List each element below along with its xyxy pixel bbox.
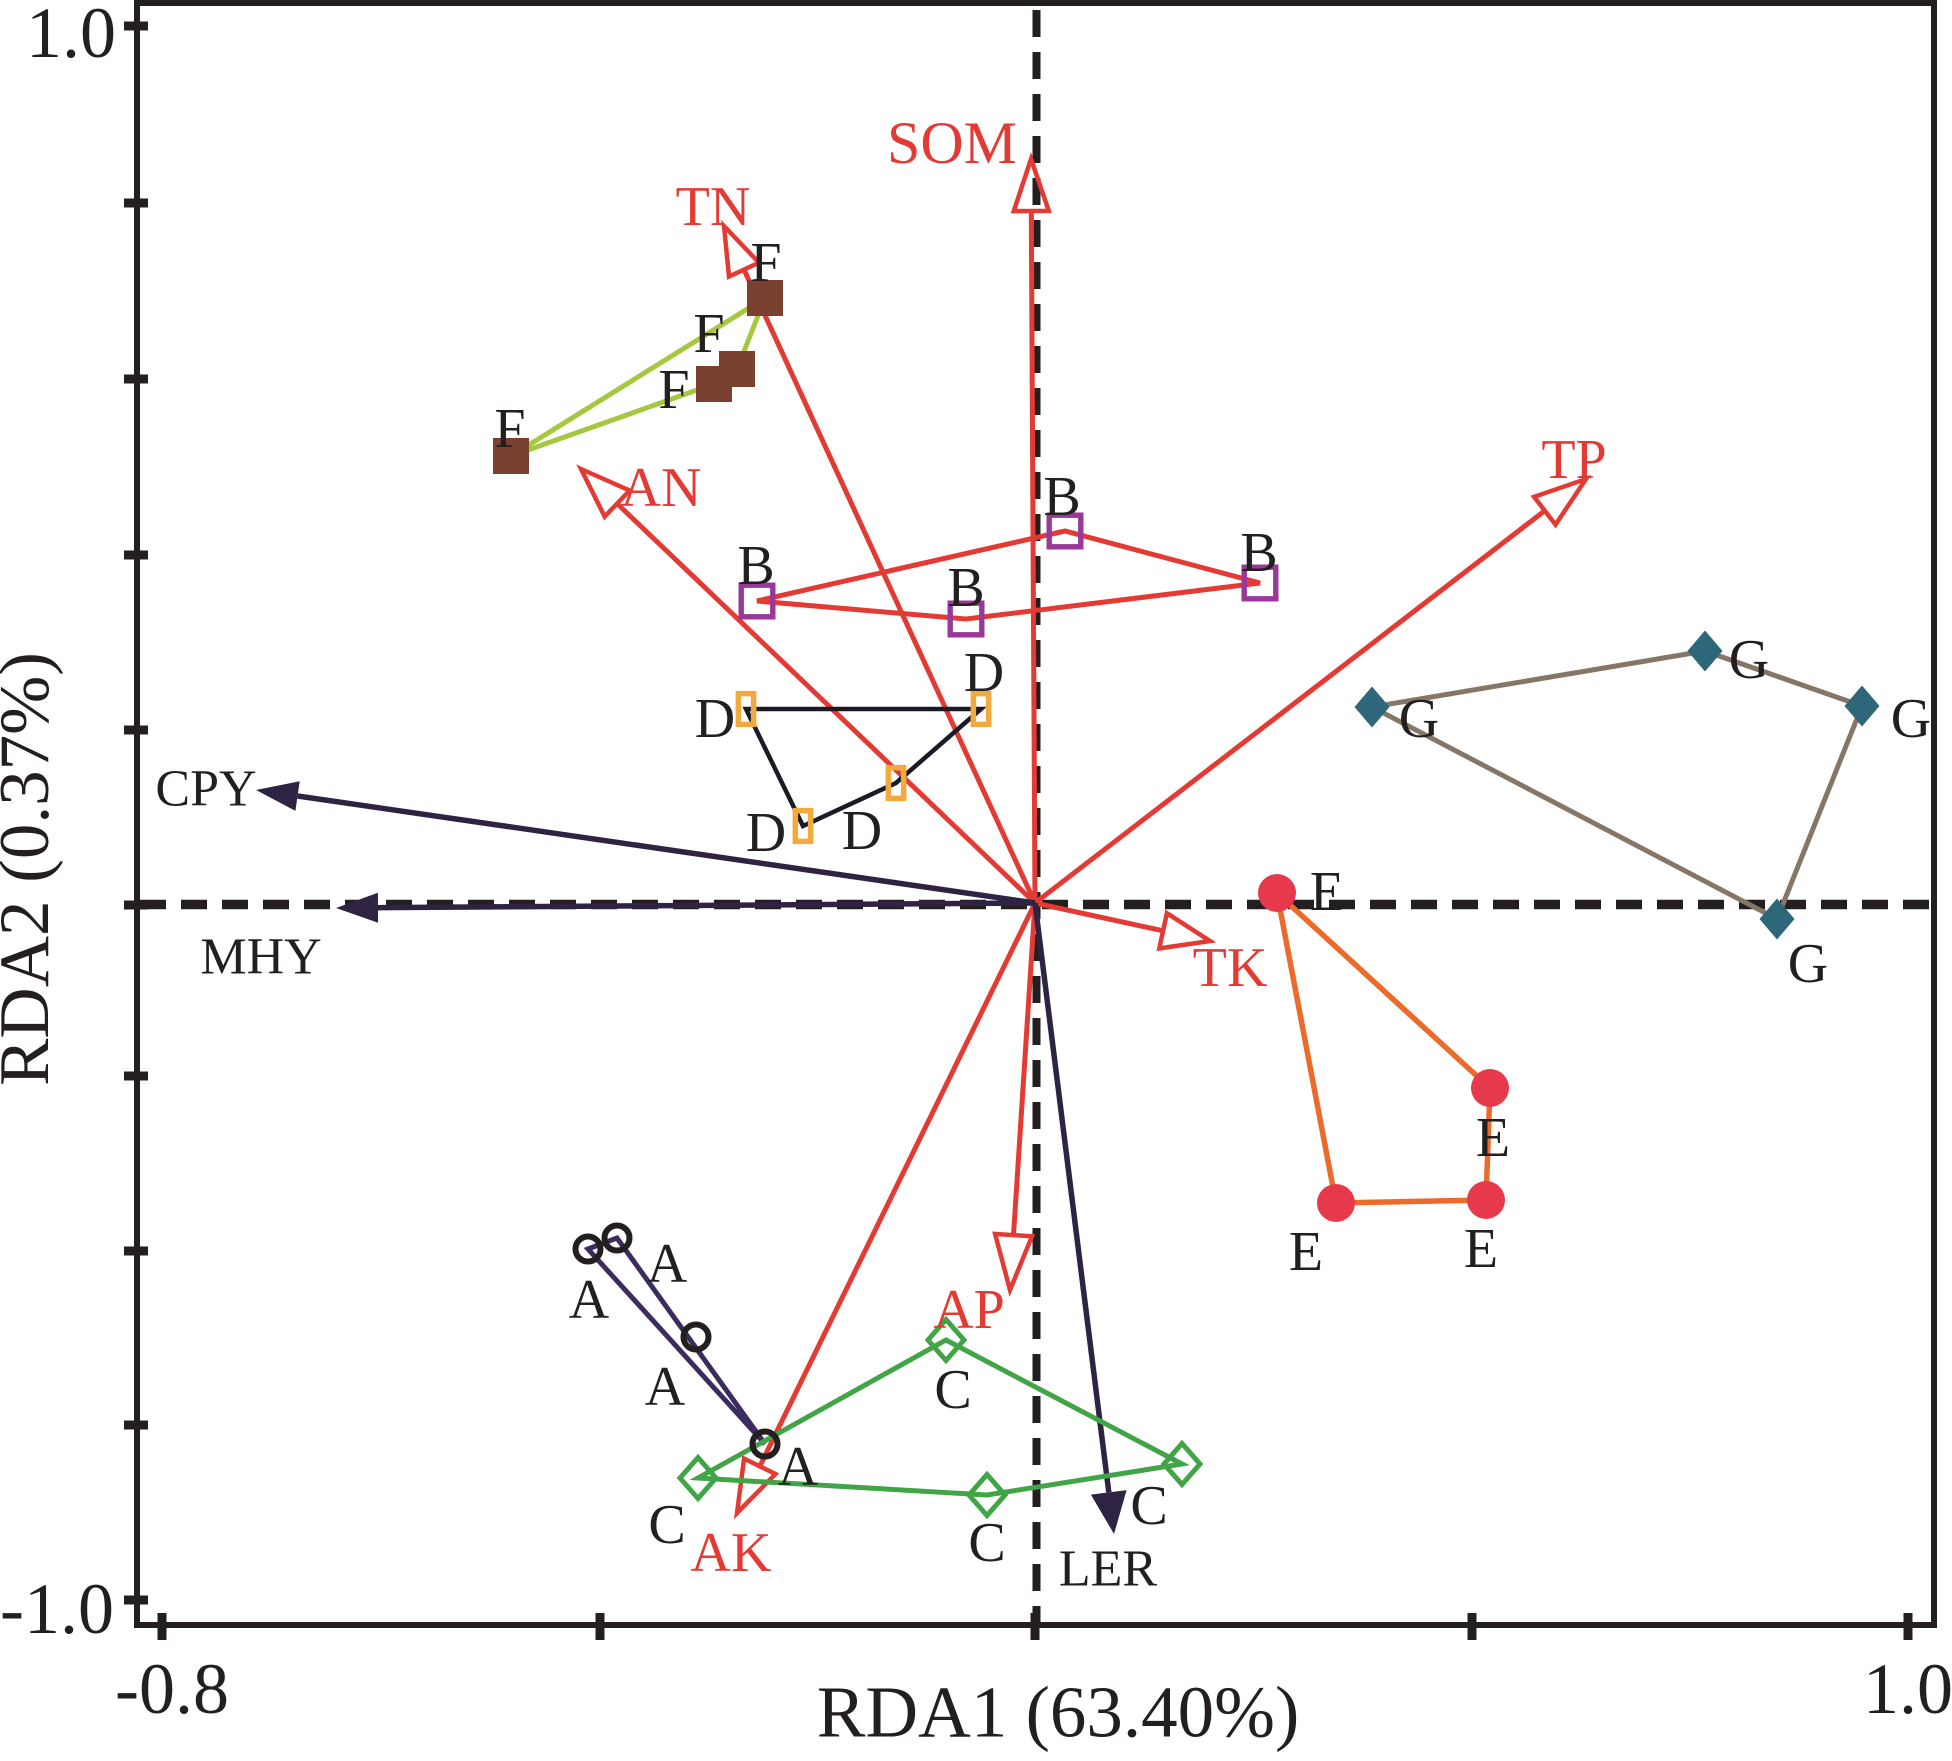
svg-text:TN: TN xyxy=(676,176,751,238)
svg-text:C: C xyxy=(648,1494,685,1556)
svg-text:E: E xyxy=(1289,1221,1323,1283)
svg-text:TK: TK xyxy=(1193,937,1268,999)
svg-text:B: B xyxy=(737,535,774,597)
svg-text:LER: LER xyxy=(1059,1541,1158,1598)
svg-text:D: D xyxy=(746,802,786,864)
svg-text:AN: AN xyxy=(621,457,702,519)
svg-text:F: F xyxy=(494,398,525,460)
svg-text:A: A xyxy=(778,1436,819,1498)
svg-text:MHY: MHY xyxy=(200,929,321,986)
svg-text:E: E xyxy=(1464,1218,1498,1280)
svg-text:1.0: 1.0 xyxy=(26,0,116,73)
svg-text:F: F xyxy=(750,232,781,294)
svg-text:B: B xyxy=(947,557,984,619)
svg-text:G: G xyxy=(1891,688,1931,750)
svg-text:D: D xyxy=(695,688,735,750)
svg-text:RDA1 (63.40%): RDA1 (63.40%) xyxy=(817,1672,1300,1753)
svg-text:-0.8: -0.8 xyxy=(115,1649,229,1729)
svg-text:F: F xyxy=(658,359,689,421)
svg-text:B: B xyxy=(1240,522,1277,584)
svg-text:-1.0: -1.0 xyxy=(0,1569,114,1649)
svg-text:A: A xyxy=(645,1356,686,1418)
svg-text:G: G xyxy=(1729,629,1769,691)
svg-text:D: D xyxy=(964,642,1004,704)
svg-text:C: C xyxy=(1130,1475,1167,1537)
svg-text:G: G xyxy=(1788,933,1828,995)
svg-text:G: G xyxy=(1399,688,1439,750)
svg-text:E: E xyxy=(1476,1107,1510,1169)
svg-text:AP: AP xyxy=(933,1279,1005,1341)
svg-text:RDA2 (0.37%): RDA2 (0.37%) xyxy=(0,652,64,1086)
svg-text:C: C xyxy=(968,1512,1005,1574)
svg-text:A: A xyxy=(647,1233,688,1295)
svg-text:C: C xyxy=(934,1359,971,1421)
svg-text:A: A xyxy=(569,1269,610,1331)
svg-text:1.0: 1.0 xyxy=(1863,1649,1952,1729)
svg-text:TP: TP xyxy=(1541,429,1606,491)
svg-text:SOM: SOM xyxy=(887,110,1017,176)
svg-text:F: F xyxy=(693,303,724,365)
svg-text:B: B xyxy=(1043,466,1080,528)
svg-text:AK: AK xyxy=(691,1522,772,1584)
svg-text:D: D xyxy=(842,800,882,862)
svg-text:E: E xyxy=(1310,861,1344,923)
svg-text:CPY: CPY xyxy=(155,761,256,818)
